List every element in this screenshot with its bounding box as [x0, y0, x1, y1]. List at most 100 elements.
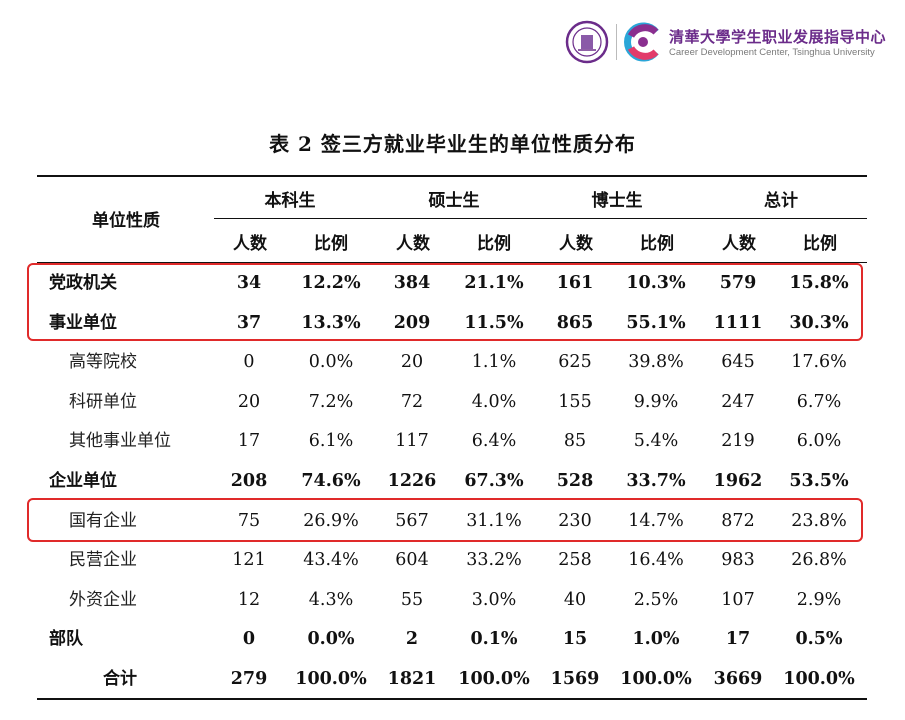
ratio-cell: 43.4%: [303, 550, 359, 571]
ratio-cell: 14.7%: [628, 510, 684, 531]
ratio-cell: 33.2%: [466, 550, 522, 571]
ratio-cell: 10.3%: [626, 273, 686, 293]
count-cell: 230: [558, 510, 592, 531]
count-cell: 579: [719, 273, 757, 293]
ratio-cell: 55.1%: [626, 312, 686, 333]
subheader-ratio: 比例: [803, 234, 837, 254]
count-cell: 40: [563, 589, 587, 610]
ratio-cell: 23.8%: [791, 510, 847, 531]
career-center-name-cn: 清華大學学生职业发展指导中心: [669, 28, 887, 46]
count-cell: 247: [721, 391, 755, 412]
count-cell: 17: [237, 431, 261, 452]
ratio-cell: 6.4%: [471, 431, 517, 452]
career-center-logo-icon: [624, 22, 659, 62]
highlight-box-public-sector: [27, 263, 863, 341]
count-cell: 3669: [713, 669, 763, 689]
row-label: 党政机关: [49, 273, 117, 293]
count-cell: 0: [242, 629, 256, 650]
count-cell: 983: [721, 550, 755, 571]
count-cell: 872: [721, 510, 755, 531]
count-cell: 604: [395, 550, 429, 571]
subheader-ratio: 比例: [477, 234, 511, 254]
ratio-cell: 33.7%: [626, 471, 686, 491]
header-group-rule: [214, 218, 867, 219]
ratio-cell: 0.1%: [470, 629, 518, 650]
ratio-cell: 17.6%: [791, 352, 847, 373]
table-row: 民营企业 121 43.4% 604 33.2% 258 16.4% 983 26.8%: [37, 540, 867, 580]
count-cell: 1821: [387, 669, 437, 689]
ratio-cell: 0.5%: [795, 629, 843, 650]
subheader-count: 人数: [233, 234, 267, 254]
ratio-cell: 4.3%: [308, 589, 354, 610]
count-cell: 208: [230, 471, 268, 491]
ratio-cell: 100.0%: [295, 669, 367, 689]
count-cell: 645: [721, 352, 755, 373]
row-label: 企业单位: [49, 471, 117, 491]
count-cell: 2: [405, 629, 419, 650]
count-cell: 17: [725, 629, 751, 650]
ratio-cell: 0.0%: [307, 629, 355, 650]
count-cell: 0: [243, 352, 255, 373]
ratio-cell: 100.0%: [620, 669, 692, 689]
ratio-cell: 13.3%: [301, 312, 361, 333]
count-cell: 219: [721, 431, 755, 452]
count-cell: 1226: [387, 471, 437, 491]
table-title: 表 2 签三方就业毕业生的单位性质分布: [269, 132, 636, 156]
row-label: 民营企业: [69, 550, 137, 571]
table-row: 科研单位 20 7.2% 72 4.0% 155 9.9% 247 6.7%: [37, 382, 867, 422]
table-row: 部队 0 0.0% 2 0.1% 15 1.0% 17 0.5%: [37, 619, 867, 659]
group-header-total: 总计: [764, 191, 798, 211]
table-row: 高等院校 0 0.0% 20 1.1% 625 39.8% 645 17.6%: [37, 342, 867, 382]
count-cell: 107: [721, 589, 755, 610]
subheader-count: 人数: [722, 234, 756, 254]
ratio-cell: 15.8%: [789, 273, 849, 293]
subheader-ratio: 比例: [314, 234, 348, 254]
ratio-cell: 2.9%: [796, 589, 842, 610]
row-label: 科研单位: [69, 391, 137, 412]
ratio-cell: 7.2%: [308, 391, 354, 412]
table-row: 党政机关 34 12.2% 384 21.1% 161 10.3% 579 15.8%: [37, 263, 867, 303]
count-cell: 161: [556, 273, 594, 293]
count-cell: 15: [562, 629, 588, 650]
ratio-cell: 39.8%: [628, 352, 684, 373]
count-cell: 12: [237, 589, 261, 610]
ratio-cell: 53.5%: [789, 471, 849, 491]
row-label: 高等院校: [69, 352, 137, 373]
ratio-cell: 74.6%: [301, 471, 361, 491]
ratio-cell: 1.0%: [632, 629, 680, 650]
table-bottom-rule: [37, 698, 867, 700]
ratio-cell: 1.1%: [471, 352, 517, 373]
ratio-cell: 4.0%: [471, 391, 517, 412]
count-cell: 20: [237, 391, 261, 412]
count-cell: 34: [236, 273, 262, 293]
ratio-cell: 21.1%: [464, 273, 524, 293]
career-center-name-en: Career Development Center, Tsinghua Univ…: [669, 47, 875, 58]
count-cell: 72: [400, 391, 424, 412]
ratio-cell: 9.9%: [633, 391, 679, 412]
row-label: 国有企业: [69, 510, 137, 531]
ratio-cell: 30.3%: [789, 312, 849, 333]
subheader-count: 人数: [396, 234, 430, 254]
ratio-cell: 3.0%: [471, 589, 517, 610]
ratio-cell: 26.8%: [791, 550, 847, 571]
row-header-label: 单位性质: [92, 211, 160, 231]
count-cell: 85: [563, 431, 587, 452]
table-row: 企业单位 208 74.6% 1226 67.3% 528 33.7% 1962 53.5%: [37, 461, 867, 501]
table-row: 合计 279 100.0% 1821 100.0% 1569 100.0% 3669 100.0…: [37, 659, 867, 699]
ratio-cell: 6.0%: [796, 431, 842, 452]
logo-divider: [616, 24, 617, 60]
ratio-cell: 11.5%: [464, 312, 524, 333]
count-cell: 155: [558, 391, 592, 412]
ratio-cell: 2.5%: [633, 589, 679, 610]
group-header-master: 硕士生: [428, 191, 480, 211]
ratio-cell: 16.4%: [628, 550, 684, 571]
ratio-cell: 26.9%: [303, 510, 359, 531]
table-row: 外资企业 12 4.3% 55 3.0% 40 2.5% 107 2.9%: [37, 580, 867, 620]
ratio-cell: 67.3%: [464, 471, 524, 491]
table-row: 事业单位 37 13.3% 209 11.5% 865 55.1% 1111 30.3%: [37, 303, 867, 343]
count-cell: 567: [395, 510, 429, 531]
ratio-cell: 5.4%: [633, 431, 679, 452]
count-cell: 75: [237, 510, 261, 531]
subheader-ratio: 比例: [640, 234, 674, 254]
table-top-rule: [37, 175, 867, 177]
